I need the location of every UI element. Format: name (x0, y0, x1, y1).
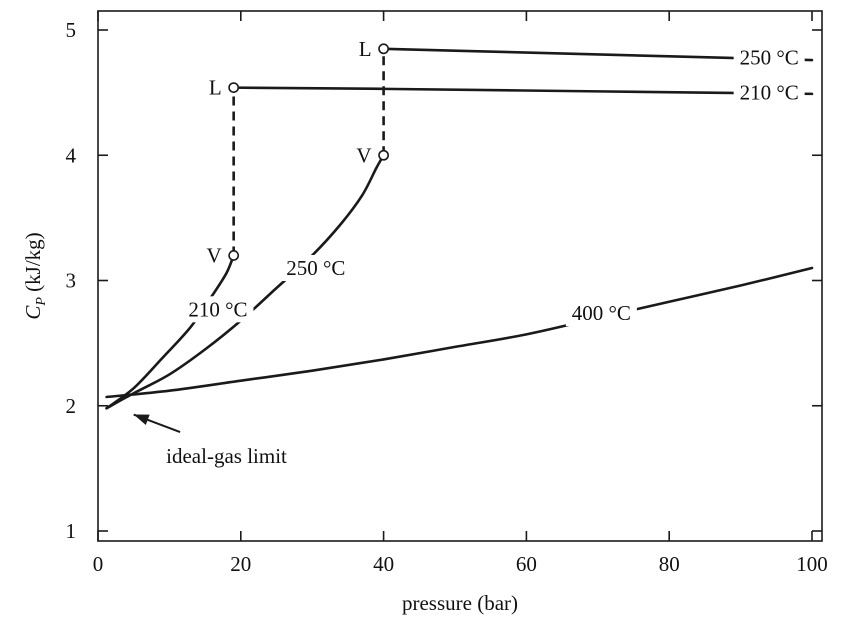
series-label: 250 °C (286, 256, 345, 280)
phase-point-label: V (206, 243, 221, 267)
x-tick-label: 20 (230, 552, 251, 576)
series-label: 250 °C (740, 46, 799, 70)
vapor-point-marker (378, 149, 389, 161)
series-label: 400 °C (572, 301, 631, 325)
annotation-arrow-head (133, 414, 150, 425)
x-tick-label: 100 (796, 552, 828, 576)
y-axis-title-units: (kJ/kg) (21, 232, 45, 297)
liquid-point-marker (378, 43, 389, 55)
liquid-point-marker (228, 82, 240, 94)
series-label-background (733, 44, 805, 71)
vapor-point-marker (228, 250, 240, 261)
y-tick-label: 3 (66, 269, 77, 293)
tick-group: 0 20 40 60 80 100 1 2 3 4 5 (66, 11, 828, 576)
phase-point-label: L (209, 76, 222, 100)
series-line (105, 266, 814, 399)
x-tick-label: 80 (659, 552, 680, 576)
label-group: L V L V 250 °C 210 °C 250 °C 210 °C 400 °C ideal-… (133, 37, 805, 468)
y-axis-title-main: C (21, 305, 45, 320)
y-tick-label: 1 (66, 519, 77, 543)
series-line (105, 254, 235, 410)
series-line (105, 153, 385, 410)
series-label-background (182, 296, 254, 323)
series-line (232, 86, 814, 96)
phase-point-label: L (359, 37, 372, 61)
x-axis-title: pressure (bar) (402, 591, 518, 615)
y-axis-title: CP (kJ/kg) (21, 232, 49, 319)
series-label-background (565, 300, 637, 327)
series-label: 210 °C (188, 297, 247, 321)
plot-frame (97, 10, 823, 542)
y-tick-label: 4 (66, 143, 77, 167)
ideal-gas-limit-annotation: ideal-gas limit (166, 444, 287, 468)
series-label-background (733, 79, 805, 106)
series-label-background (280, 254, 352, 281)
y-tick-label: 5 (66, 18, 77, 42)
x-tick-label: 40 (373, 552, 394, 576)
curve-group (105, 47, 814, 410)
series-label: 210 °C (740, 81, 799, 105)
marker-group (228, 43, 389, 261)
phase-point-label: V (356, 143, 371, 167)
x-tick-label: 60 (516, 552, 537, 576)
y-axis-title-sub: P (34, 297, 49, 307)
x-tick-label: 0 (93, 552, 104, 576)
y-tick-label: 2 (66, 394, 77, 418)
